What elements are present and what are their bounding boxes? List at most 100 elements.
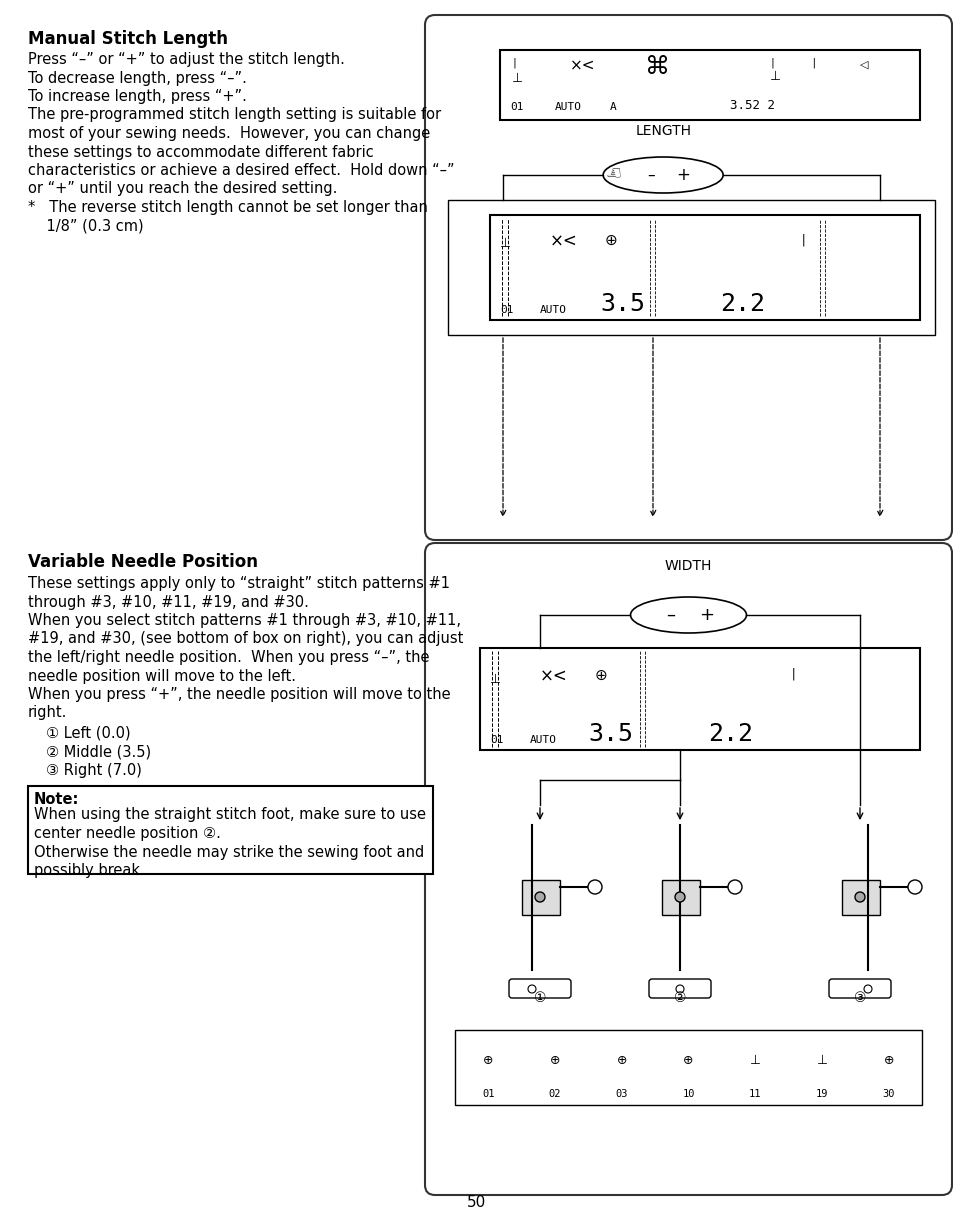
Text: |: | bbox=[512, 58, 517, 68]
Text: –: – bbox=[665, 606, 675, 625]
Text: Press “–” or “+” to adjust the stitch length.: Press “–” or “+” to adjust the stitch le… bbox=[28, 52, 345, 67]
Ellipse shape bbox=[630, 597, 745, 633]
Text: ⊥: ⊥ bbox=[490, 673, 500, 686]
Bar bbox=[841, 880, 879, 915]
Text: ☞: ☞ bbox=[602, 162, 618, 180]
Text: 01: 01 bbox=[481, 1089, 494, 1100]
Text: Note:: Note: bbox=[34, 791, 79, 807]
Text: ⊕: ⊕ bbox=[882, 1053, 893, 1067]
Text: 01: 01 bbox=[510, 102, 523, 112]
Text: ⊥: ⊥ bbox=[769, 70, 781, 83]
Text: AUTO: AUTO bbox=[539, 305, 566, 315]
Text: 02: 02 bbox=[548, 1089, 560, 1100]
Text: 1/8” (0.3 cm): 1/8” (0.3 cm) bbox=[28, 219, 144, 233]
Text: ① Left (0.0): ① Left (0.0) bbox=[46, 727, 131, 741]
Text: |: | bbox=[769, 58, 775, 68]
Circle shape bbox=[535, 892, 544, 902]
Bar bbox=[521, 880, 559, 915]
Circle shape bbox=[527, 985, 536, 993]
Text: 3.52 2: 3.52 2 bbox=[729, 98, 774, 112]
Text: 3.5: 3.5 bbox=[587, 722, 633, 746]
Text: ⊥: ⊥ bbox=[499, 237, 511, 250]
Bar bbox=[499, 50, 919, 120]
FancyBboxPatch shape bbox=[828, 979, 890, 998]
FancyBboxPatch shape bbox=[648, 979, 710, 998]
Text: ①: ① bbox=[533, 991, 546, 1005]
Bar bbox=[661, 880, 700, 915]
Text: When you press “+”, the needle position will move to the: When you press “+”, the needle position … bbox=[28, 686, 450, 702]
Text: ⊥: ⊥ bbox=[512, 72, 522, 85]
Text: To increase length, press “+”.: To increase length, press “+”. bbox=[28, 89, 247, 104]
Text: +: + bbox=[699, 606, 713, 625]
Text: ×<: ×< bbox=[539, 668, 567, 686]
Text: ⊕: ⊕ bbox=[682, 1053, 693, 1067]
Text: AUTO: AUTO bbox=[530, 735, 557, 745]
Text: 2.2: 2.2 bbox=[720, 292, 764, 316]
Text: 30: 30 bbox=[882, 1089, 894, 1100]
Text: LENGTH: LENGTH bbox=[635, 124, 690, 139]
Text: A: A bbox=[609, 102, 616, 112]
Text: ②: ② bbox=[673, 991, 685, 1005]
Text: 19: 19 bbox=[815, 1089, 827, 1100]
FancyBboxPatch shape bbox=[424, 15, 951, 539]
Text: 11: 11 bbox=[748, 1089, 760, 1100]
Text: *   The reverse stitch length cannot be set longer than: * The reverse stitch length cannot be se… bbox=[28, 200, 428, 215]
Circle shape bbox=[863, 985, 871, 993]
Text: ⊥: ⊥ bbox=[816, 1053, 826, 1067]
Text: |: | bbox=[800, 233, 806, 245]
Text: ⊥: ⊥ bbox=[749, 1053, 760, 1067]
Bar bbox=[455, 1030, 921, 1104]
Text: needle position will move to the left.: needle position will move to the left. bbox=[28, 668, 295, 684]
Text: ⊕: ⊕ bbox=[482, 1053, 493, 1067]
Text: 01: 01 bbox=[499, 305, 513, 315]
Text: 50: 50 bbox=[467, 1196, 486, 1210]
Text: +: + bbox=[676, 166, 689, 183]
Circle shape bbox=[907, 880, 921, 894]
Circle shape bbox=[676, 985, 683, 993]
Text: WIDTH: WIDTH bbox=[664, 559, 712, 573]
FancyBboxPatch shape bbox=[424, 543, 951, 1196]
Text: ⌘: ⌘ bbox=[644, 55, 669, 79]
Text: The pre-programmed stitch length setting is suitable for: The pre-programmed stitch length setting… bbox=[28, 107, 440, 123]
Text: ⊕: ⊕ bbox=[616, 1053, 626, 1067]
Text: ⊕: ⊕ bbox=[549, 1053, 559, 1067]
Text: |: | bbox=[809, 58, 816, 68]
Text: –: – bbox=[647, 168, 655, 182]
Text: |: | bbox=[789, 668, 797, 680]
Bar bbox=[28, 786, 433, 874]
Circle shape bbox=[854, 892, 864, 902]
Text: ③: ③ bbox=[853, 991, 865, 1005]
Text: 03: 03 bbox=[615, 1089, 627, 1100]
Text: possibly break.: possibly break. bbox=[34, 863, 145, 878]
Ellipse shape bbox=[602, 157, 722, 193]
Text: ⊕: ⊕ bbox=[595, 668, 607, 683]
Circle shape bbox=[727, 880, 741, 894]
Text: Manual Stitch Length: Manual Stitch Length bbox=[28, 30, 228, 49]
Text: ② Middle (3.5): ② Middle (3.5) bbox=[46, 745, 151, 759]
Text: AUTO: AUTO bbox=[555, 102, 581, 112]
Bar bbox=[490, 215, 919, 320]
Text: These settings apply only to “straight” stitch patterns #1: These settings apply only to “straight” … bbox=[28, 576, 450, 590]
Text: When you select stitch patterns #1 through #3, #10, #11,: When you select stitch patterns #1 throu… bbox=[28, 614, 460, 628]
Text: or “+” until you reach the desired setting.: or “+” until you reach the desired setti… bbox=[28, 181, 337, 197]
Text: Variable Needle Position: Variable Needle Position bbox=[28, 553, 257, 571]
Text: ×<: ×< bbox=[550, 233, 578, 252]
Text: most of your sewing needs.  However, you can change: most of your sewing needs. However, you … bbox=[28, 126, 430, 141]
FancyBboxPatch shape bbox=[509, 979, 571, 998]
Text: ◁: ◁ bbox=[859, 60, 867, 70]
Text: #19, and #30, (see bottom of box on right), you can adjust: #19, and #30, (see bottom of box on righ… bbox=[28, 632, 463, 646]
Text: ③ Right (7.0): ③ Right (7.0) bbox=[46, 763, 142, 778]
Bar bbox=[479, 648, 919, 750]
Text: When using the straight stitch foot, make sure to use: When using the straight stitch foot, mak… bbox=[34, 808, 426, 823]
Circle shape bbox=[587, 880, 601, 894]
Text: To decrease length, press “–”.: To decrease length, press “–”. bbox=[28, 70, 247, 85]
Text: these settings to accommodate different fabric: these settings to accommodate different … bbox=[28, 145, 374, 159]
Text: center needle position ②.: center needle position ②. bbox=[34, 826, 221, 841]
Bar bbox=[448, 200, 934, 335]
Text: 01: 01 bbox=[490, 735, 503, 745]
Text: 10: 10 bbox=[681, 1089, 694, 1100]
Circle shape bbox=[675, 892, 684, 902]
Text: the left/right needle position.  When you press “–”, the: the left/right needle position. When you… bbox=[28, 650, 429, 665]
Text: 2.2: 2.2 bbox=[707, 722, 752, 746]
Text: ⊕: ⊕ bbox=[604, 233, 618, 248]
